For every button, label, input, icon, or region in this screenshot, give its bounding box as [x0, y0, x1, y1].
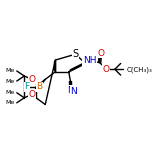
Text: Me: Me	[5, 100, 14, 105]
Text: Me: Me	[5, 68, 14, 73]
Text: O: O	[103, 65, 110, 74]
Text: O: O	[28, 75, 35, 84]
Text: S: S	[72, 49, 78, 59]
Text: Me: Me	[5, 79, 14, 84]
Text: Me: Me	[5, 90, 14, 95]
Text: O: O	[97, 49, 104, 58]
Text: C(CH₃)₃: C(CH₃)₃	[127, 66, 152, 73]
Text: NH: NH	[83, 56, 96, 65]
Text: O: O	[28, 90, 35, 99]
Text: N: N	[70, 87, 77, 96]
Text: F: F	[24, 82, 29, 91]
Text: N: N	[67, 86, 74, 95]
Text: B: B	[36, 82, 42, 91]
